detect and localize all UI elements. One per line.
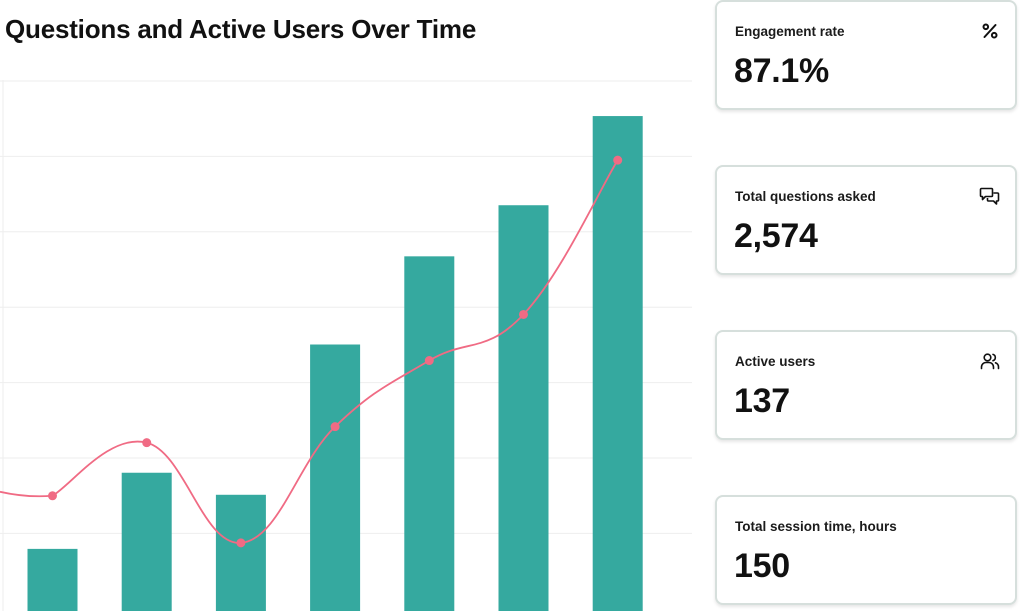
card-label: Active users <box>735 354 816 369</box>
card-value: 87.1% <box>734 52 829 90</box>
percent-icon <box>979 20 1001 42</box>
line-point <box>613 155 623 165</box>
line-series-lead <box>0 490 53 498</box>
chat-bubbles-icon <box>979 185 1001 207</box>
bar <box>310 344 361 611</box>
card-label: Total questions asked <box>735 189 876 204</box>
bar <box>215 494 266 611</box>
card-session-time: Total session time, hours 150 <box>715 495 1017 605</box>
bar <box>498 205 549 611</box>
bar <box>592 116 643 611</box>
card-value: 137 <box>734 382 790 420</box>
card-active-users: Active users 137 <box>715 330 1017 440</box>
card-label: Engagement rate <box>735 24 845 39</box>
chart-title: Questions and Active Users Over Time <box>5 14 477 44</box>
card-value: 150 <box>734 547 790 585</box>
bar <box>404 256 455 611</box>
line-point <box>142 438 152 448</box>
line-point <box>330 422 340 432</box>
card-value: 2,574 <box>734 217 818 255</box>
bar <box>121 472 172 611</box>
card-engagement-rate: Engagement rate 87.1% <box>715 0 1017 110</box>
line-point <box>519 309 528 319</box>
users-icon <box>979 350 1001 372</box>
line-point <box>424 356 434 366</box>
bar <box>27 548 78 611</box>
line-point <box>48 491 57 501</box>
combo-chart <box>0 80 692 611</box>
line-point <box>236 538 246 548</box>
card-label: Total session time, hours <box>735 519 897 534</box>
card-total-questions: Total questions asked 2,574 <box>715 165 1017 275</box>
